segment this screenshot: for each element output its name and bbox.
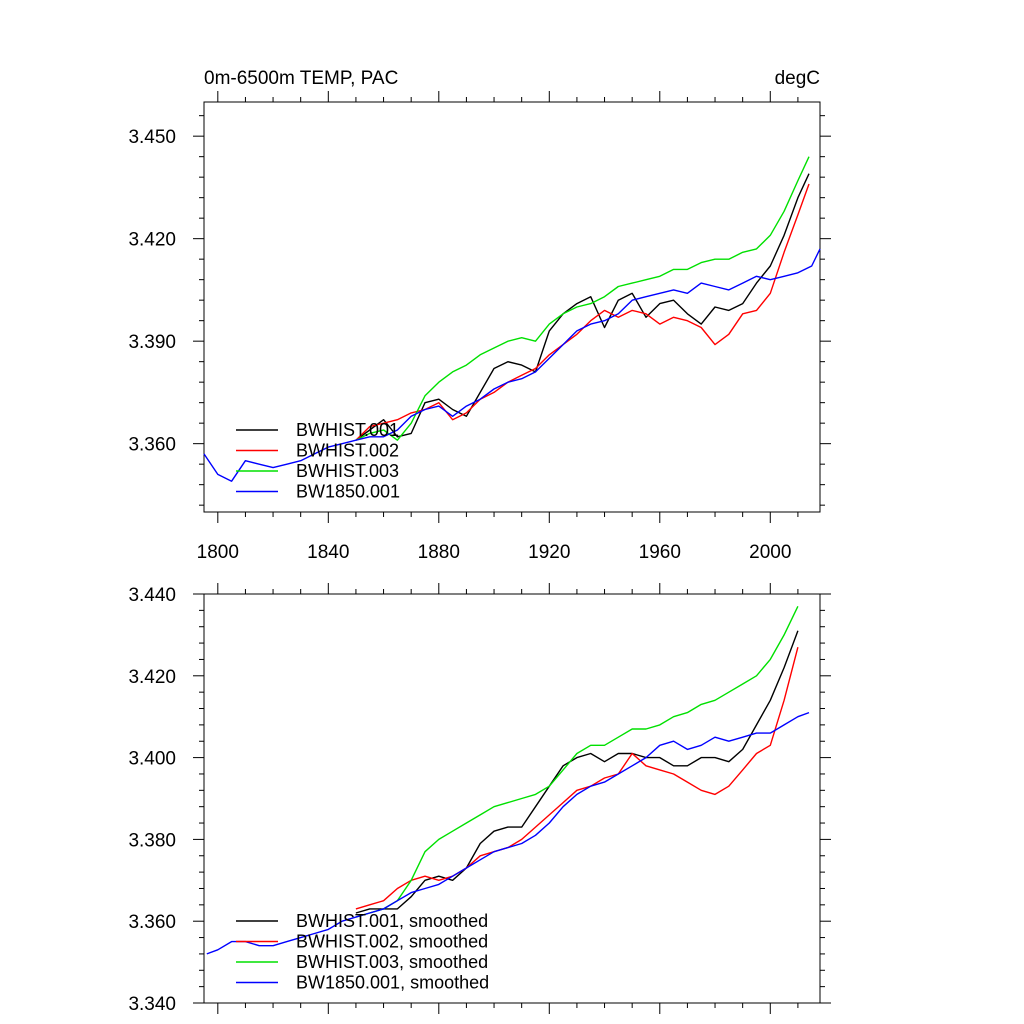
y-tick-label: 3.360: [128, 435, 176, 456]
plot-frame: [203, 593, 821, 1004]
y-tick-label: 3.390: [128, 332, 176, 353]
series-line: [355, 183, 810, 441]
y-tick-label: 3.420: [128, 230, 176, 251]
plot-frame: [203, 101, 821, 513]
legend-label: BW1850.001: [296, 482, 400, 502]
chart-units-label: degC: [775, 68, 820, 89]
legend-label: BWHIST.002: [296, 441, 399, 461]
y-tick-label: 3.450: [128, 127, 176, 148]
series-line: [206, 711, 810, 955]
series-line: [355, 173, 810, 441]
top-plot-panel: 1800 1840 1880 1920 1960 2000 3.360 3.390 3.420 3…: [128, 91, 831, 563]
y-tick-label: 3.420: [128, 667, 176, 688]
y-tick-label: 3.360: [128, 912, 176, 933]
legend-label: BWHIST.003: [296, 461, 399, 481]
x-tick-label: 1920: [528, 542, 570, 563]
chart-title-left: 0m-6500m TEMP, PAC: [204, 68, 398, 89]
series-line: [355, 156, 810, 441]
y-tick-label: 3.380: [128, 830, 176, 851]
legend-label: BWHIST.002, smoothed: [296, 932, 488, 952]
legend-label: BWHIST.001, smoothed: [296, 911, 488, 931]
x-tick-label: 1800: [197, 542, 239, 563]
series-line: [355, 630, 799, 914]
y-tick-label: 3.400: [128, 749, 176, 770]
series-line: [355, 647, 799, 910]
series-line: [203, 248, 821, 482]
x-tick-label: 2000: [749, 542, 791, 563]
y-tick-label: 3.340: [128, 994, 176, 1015]
legend-label: BWHIST.003, smoothed: [296, 952, 488, 972]
series-line: [355, 605, 799, 918]
y-tick-label: 3.440: [128, 585, 176, 606]
bottom-plot-panel: 3.340 3.360 3.380 3.400 3.420 3.440 BWHIST.001…: [128, 583, 831, 1015]
x-tick-label: 1960: [639, 542, 681, 563]
legend-label: BW1850.001, smoothed: [296, 973, 489, 993]
legend-label: BWHIST.001: [296, 420, 399, 440]
x-tick-label: 1880: [418, 542, 460, 563]
x-tick-label: 1840: [307, 542, 349, 563]
